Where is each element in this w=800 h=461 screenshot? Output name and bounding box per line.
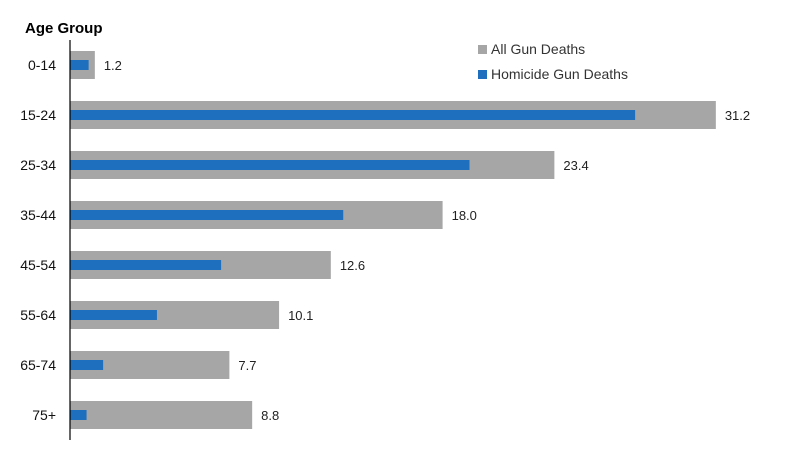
category-label-55-64: 55-64 [20, 307, 56, 323]
data-label-25-34: 23.4 [563, 158, 588, 173]
data-label-45-54: 12.6 [340, 258, 365, 273]
category-label-35-44: 35-44 [20, 207, 56, 223]
legend: All Gun Deaths Homicide Gun Deaths [478, 41, 628, 82]
legend-label-all-gun-deaths: All Gun Deaths [491, 41, 585, 57]
category-label-75plus: 75+ [32, 407, 56, 423]
category-label-15-24: 15-24 [20, 107, 56, 123]
legend-swatch-all-gun-deaths [478, 45, 487, 54]
bar-homicide-gun-deaths-65-74 [70, 360, 104, 370]
bar-group [70, 51, 716, 429]
category-label-65-74: 65-74 [20, 357, 56, 373]
data-label-65-74: 7.7 [238, 358, 256, 373]
data-label-15-24: 31.2 [725, 108, 750, 123]
bar-homicide-gun-deaths-75plus [70, 410, 87, 420]
bar-homicide-gun-deaths-35-44 [70, 210, 344, 220]
legend-label-homicide-gun-deaths: Homicide Gun Deaths [491, 66, 628, 82]
bar-homicide-gun-deaths-45-54 [70, 260, 222, 270]
label-group: 0-14 1.2 15-24 31.2 25-34 23.4 35-44 18.0 45-54 1… [20, 57, 750, 423]
category-label-0-14: 0-14 [28, 57, 56, 73]
bar-all-gun-deaths-75plus [70, 401, 253, 429]
category-label-45-54: 45-54 [20, 257, 56, 273]
bar-homicide-gun-deaths-25-34 [70, 160, 470, 170]
bar-homicide-gun-deaths-15-24 [70, 110, 636, 120]
data-label-75plus: 8.8 [261, 408, 279, 423]
bar-homicide-gun-deaths-55-64 [70, 310, 157, 320]
data-label-55-64: 10.1 [288, 308, 313, 323]
category-label-25-34: 25-34 [20, 157, 56, 173]
legend-swatch-homicide-gun-deaths [478, 70, 487, 79]
data-label-0-14: 1.2 [104, 58, 122, 73]
data-label-35-44: 18.0 [452, 208, 477, 223]
y-axis-title: Age Group [25, 20, 103, 37]
bar-homicide-gun-deaths-0-14 [70, 60, 89, 70]
